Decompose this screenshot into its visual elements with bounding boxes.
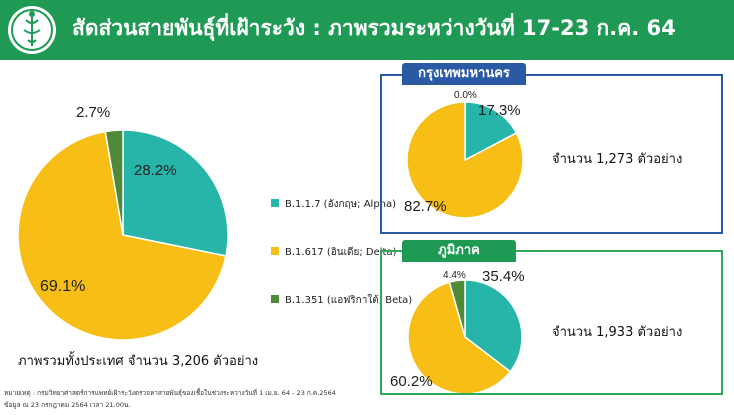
bangkok-panel-tab: กรุงเทพมหานคร (402, 63, 526, 85)
region-sample-label: จำนวน 1,933 ตัวอย่าง (552, 325, 683, 340)
region-delta-label: 60.2% (390, 373, 433, 390)
footnote-line-2: ข้อมูล ณ 23 กรกฎาคม 2564 เวลา 21.00น. (4, 401, 131, 409)
bangkok-slice-delta (406, 101, 524, 219)
bangkok-delta-label: 82.7% (404, 198, 447, 215)
bangkok-beta-label: 0.0% (454, 90, 477, 101)
footnote-line-1: หมายเหตุ : กรมวิทยาศาสตร์การแพทย์เฝ้าระว… (4, 389, 336, 397)
bangkok-sample-label: จำนวน 1,273 ตัวอย่าง (552, 152, 683, 167)
legend-swatch-delta (271, 247, 279, 255)
national-slice-delta (17, 130, 227, 341)
legend-label-beta: B.1.351 (แอฟริกาใต้; Beta) (285, 295, 413, 306)
bangkok-panel (380, 74, 723, 234)
national-slice-alpha (122, 129, 229, 257)
national-beta-label: 2.7% (76, 104, 111, 121)
legend-swatch-alpha (271, 199, 279, 207)
region-slice-beta (448, 279, 466, 338)
region-beta-label: 4.4% (443, 270, 466, 281)
bangkok-alpha-label: 17.3% (478, 102, 521, 119)
region-alpha-label: 35.4% (482, 268, 525, 285)
national-alpha-label: 28.2% (134, 162, 177, 179)
region-panel-tab: ภูมิภาค (402, 240, 516, 262)
bangkok-slice-alpha (464, 101, 518, 162)
national-delta-label: 69.1% (40, 278, 86, 295)
region-slice-alpha (464, 279, 523, 373)
region-panel (380, 250, 723, 395)
region-slice-delta (407, 281, 512, 395)
national-slice-beta (104, 129, 124, 236)
legend-label-delta: B.1.617 (อินเดีย; Delta) (285, 247, 397, 258)
legend-swatch-beta (271, 295, 279, 303)
page-title: สัดส่วนสายพันธุ์ที่เฝ้าระวัง : ภาพรวมระห… (72, 16, 676, 40)
national-total-label: ภาพรวมทั้งประเทศ จำนวน 3,206 ตัวอย่าง (18, 354, 259, 369)
ministry-logo-icon (8, 6, 56, 54)
header-bar: สัดส่วนสายพันธุ์ที่เฝ้าระวัง : ภาพรวมระห… (0, 0, 734, 60)
legend-label-alpha: B.1.1.7 (อังกฤษ; Alpha) (285, 199, 397, 210)
